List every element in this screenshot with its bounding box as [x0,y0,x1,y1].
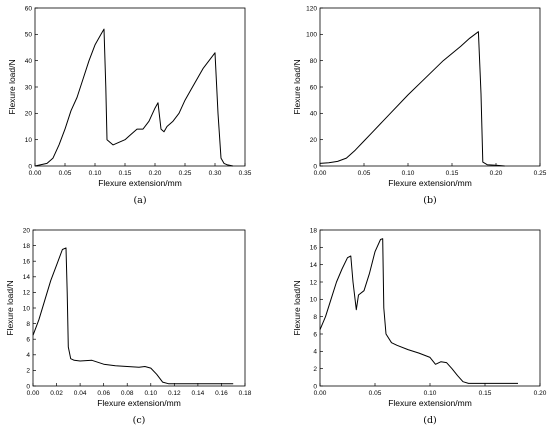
x-axis-label: Flexure extension/mm [388,178,472,188]
x-tick-label: 0.20 [149,170,162,177]
y-tick-label: 12 [23,290,31,297]
y-axis-label: Flexure load/N [292,280,302,335]
x-tick-label: 0.35 [239,170,252,177]
y-tick-label: 10 [25,137,33,144]
panel-caption: (c) [133,415,146,426]
chart-panel-4: 0.00 0.05 0.10 0.15 0.20 0 2 4 6 8 10 12 14 16 18 Flexu… [292,227,547,426]
x-tick-label: 0.05 [369,390,382,397]
y-tick-label: 0 [26,383,30,390]
y-tick-label: 30 [25,84,33,91]
x-tick-label: 0.15 [119,170,132,177]
y-tick-label: 80 [310,58,318,65]
x-tick-label: 0.16 [215,390,228,397]
y-axis-label: Flexure load/N [5,280,15,335]
x-tick-label: 0.00 [27,390,40,397]
x-tick-label: 0.30 [209,170,222,177]
y-tick-label: 4 [26,352,30,359]
y-tick-label: 100 [306,32,317,39]
y-tick-label: 40 [25,58,33,65]
plot-frame [319,229,541,387]
x-axis-label: Flexure extension/mm [388,398,472,408]
x-tick-label: 0.10 [89,170,102,177]
x-tick-label: 0.10 [144,390,157,397]
chart-panel-3: 0.00 0.02 0.04 0.06 0.08 0.10 0.12 0.14 0.16 0.18… [5,227,252,426]
y-tick-label: 8 [26,321,30,328]
x-tick-label: 0.02 [50,390,63,397]
x-tick-label: 0.05 [59,170,72,177]
plot-frame [32,229,246,387]
x-tick-label: 0.04 [74,390,87,397]
x-axis-label: Flexure extension/mm [98,178,182,188]
x-tick-label: 0.14 [192,390,205,397]
y-tick-label: 6 [26,337,30,344]
x-tick-label: 0.15 [446,170,459,177]
x-tick-label: 0.12 [168,390,181,397]
y-tick-label: 120 [306,5,317,12]
load-extension-curve [319,31,505,167]
x-tick-label: 0.10 [402,170,415,177]
load-extension-curve [319,238,518,384]
load-extension-curve [32,247,234,385]
panel-caption: (a) [133,195,146,206]
x-tick-label: 0.25 [179,170,192,177]
y-tick-label: 0 [313,383,317,390]
x-tick-label: 0.18 [239,390,252,397]
y-tick-label: 0 [28,163,32,170]
plot-frame [34,7,246,167]
y-axis-label: Flexure load/N [292,59,302,114]
y-tick-label: 20 [310,137,318,144]
panel-caption: (d) [423,415,437,426]
y-tick-label: 10 [23,305,31,312]
y-tick-label: 12 [310,279,318,286]
y-tick-label: 20 [23,227,31,234]
x-tick-label: 0.15 [479,390,492,397]
y-tick-label: 18 [310,227,318,234]
y-tick-label: 40 [310,111,318,118]
x-tick-label: 0.08 [121,390,134,397]
y-tick-label: 4 [313,349,317,356]
x-tick-label: 0.20 [534,390,547,397]
y-tick-label: 8 [313,314,317,321]
y-tick-label: 50 [25,32,33,39]
y-tick-label: 20 [25,111,33,118]
y-tick-label: 18 [23,243,31,250]
y-axis-label: Flexure load/N [7,59,17,114]
x-tick-label: 0.20 [490,170,503,177]
panel-caption: (b) [423,195,437,206]
x-tick-label: 0.25 [534,170,547,177]
load-extension-curve [34,28,234,167]
y-tick-label: 2 [26,368,30,375]
x-tick-label: 0.00 [314,170,327,177]
chart-panel-2: 0.00 0.05 0.10 0.15 0.20 0.25 0 20 40 60 80 100 120 F… [292,5,547,206]
y-tick-label: 16 [23,259,31,266]
plot-frame [319,7,541,167]
y-tick-label: 6 [313,331,317,338]
y-tick-label: 14 [23,274,31,281]
y-tick-label: 2 [313,366,317,373]
y-tick-label: 60 [310,84,318,91]
y-tick-label: 14 [310,262,318,269]
x-tick-label: 0.10 [424,390,437,397]
x-tick-label: 0.06 [97,390,110,397]
x-tick-label: 0.05 [358,170,371,177]
x-axis-label: Flexure extension/mm [97,398,181,408]
x-tick-label: 0.00 [314,390,327,397]
x-tick-label: 0.00 [29,170,42,177]
chart-panel-1: 0.00 0.05 0.10 0.15 0.20 0.25 0.30 0.35 0 10 20 30 4… [7,5,252,206]
y-tick-label: 10 [310,297,318,304]
y-tick-label: 16 [310,245,318,252]
y-tick-label: 60 [25,5,33,12]
y-tick-label: 0 [313,163,317,170]
